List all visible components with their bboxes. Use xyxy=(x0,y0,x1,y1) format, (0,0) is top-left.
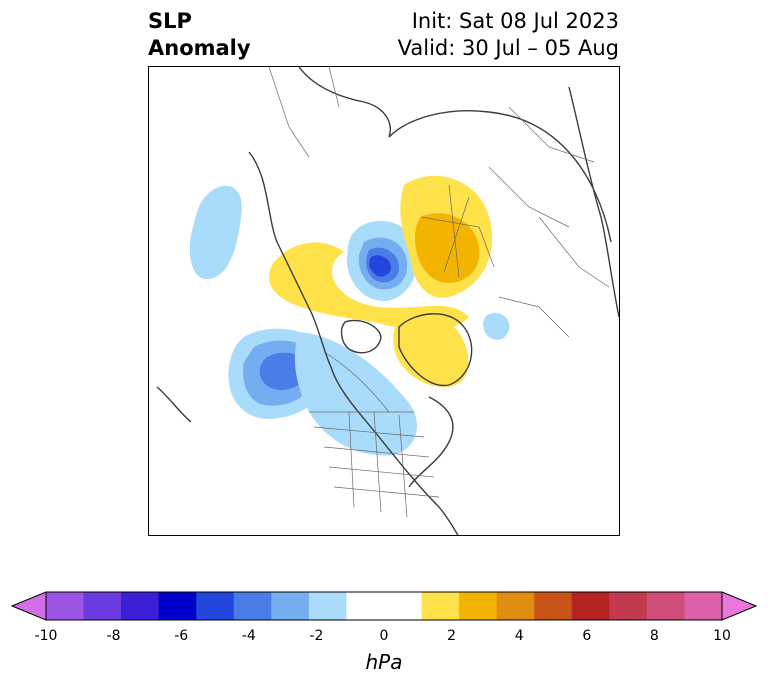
colorbar-segment xyxy=(158,592,197,620)
colorbar-segment xyxy=(421,592,460,620)
colorbar-segment xyxy=(196,592,235,620)
political-borders xyxy=(268,67,610,518)
colorbar-tick-label: 4 xyxy=(514,628,524,644)
forecast-dates: Init: Sat 08 Jul 2023 Valid: 30 Jul – 05… xyxy=(398,8,619,62)
colorbar-segment xyxy=(346,592,385,620)
colorbar-units: hPa xyxy=(365,650,403,674)
colorbar-segment xyxy=(684,592,723,620)
anomaly-greenland-high xyxy=(393,314,469,387)
colorbar-segment xyxy=(496,592,535,620)
colorbar-tick-label: 2 xyxy=(447,628,457,644)
colorbar-segment xyxy=(384,592,423,620)
colorbar-right-extension xyxy=(721,591,758,621)
map-title: SLP Anomaly xyxy=(148,8,251,62)
anomaly-gulf-alaska-low-inner xyxy=(259,352,307,391)
colorbar-segment xyxy=(83,592,122,620)
anomaly-canada-us-low xyxy=(294,332,417,456)
colorbar-tick-label: 6 xyxy=(582,628,592,644)
colorbar-segment xyxy=(46,592,85,620)
colorbar-segment xyxy=(271,592,310,620)
colorbar-segments xyxy=(46,592,723,620)
colorbar-segment xyxy=(534,592,573,620)
colorbar-segment xyxy=(121,592,160,620)
anomaly-fills xyxy=(189,175,510,456)
anomaly-west-pacific-low xyxy=(189,185,242,280)
colorbar-tick-label: -10 xyxy=(34,628,58,644)
colorbar-segment xyxy=(571,592,610,620)
title-line-1: SLP xyxy=(148,9,192,33)
colorbar-tick-label: -8 xyxy=(106,628,121,644)
colorbar-tick-label: 10 xyxy=(713,628,731,644)
colorbar-tick-label: -6 xyxy=(174,628,189,644)
valid-date: Valid: 30 Jul – 05 Aug xyxy=(397,36,619,60)
coastlines xyxy=(156,67,619,535)
anomaly-russia-high-inner xyxy=(415,213,480,283)
colorbar-segment xyxy=(459,592,498,620)
colorbar-tick-label: -4 xyxy=(241,628,256,644)
title-line-2: Anomaly xyxy=(148,36,251,60)
colorbar-outline xyxy=(45,591,723,621)
colorbar-segment xyxy=(609,592,648,620)
colorbar-left-extension xyxy=(10,591,47,621)
anomaly-map xyxy=(156,67,619,535)
colorbar-tick-label: 8 xyxy=(649,628,659,644)
colorbar-segment xyxy=(646,592,685,620)
colorbar xyxy=(10,591,758,621)
init-date: Init: Sat 08 Jul 2023 xyxy=(411,9,619,33)
colorbar-segment xyxy=(308,592,347,620)
anomaly-central-arctic-low-core xyxy=(369,255,391,277)
colorbar-tick-label: 0 xyxy=(379,628,389,644)
anomaly-east-low xyxy=(483,312,510,340)
colorbar-tick-label: -2 xyxy=(309,628,324,644)
colorbar-segment xyxy=(233,592,272,620)
anomaly-arctic-ring-high xyxy=(269,242,469,331)
map-panel xyxy=(148,66,620,536)
